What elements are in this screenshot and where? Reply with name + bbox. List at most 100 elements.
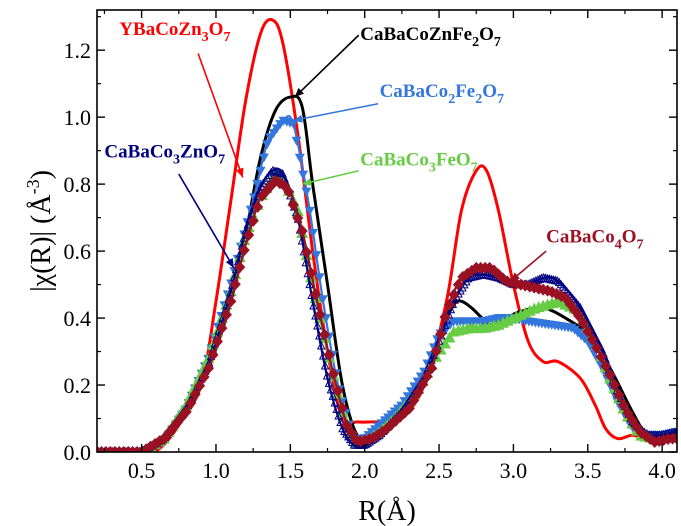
data-point bbox=[288, 119, 299, 129]
data-point bbox=[194, 379, 206, 392]
annotation-arrow-line bbox=[293, 102, 379, 122]
data-point bbox=[180, 405, 192, 418]
data-point bbox=[435, 328, 447, 341]
x-tick-label: 1.0 bbox=[202, 458, 230, 483]
y-tick-label: 0.6 bbox=[64, 239, 92, 264]
annotation-layer: YBaCoZn3O7 CaBaCoZnFe2O7 CaBaCo2Fe2O7 CaBaC… bbox=[104, 19, 644, 282]
data-point bbox=[262, 173, 272, 182]
annotation-arrow-line bbox=[302, 169, 359, 185]
data-point bbox=[298, 170, 309, 180]
data-point bbox=[260, 175, 270, 185]
data-point bbox=[317, 295, 328, 305]
annotation-arrow-line bbox=[178, 173, 235, 269]
data-point bbox=[185, 397, 197, 410]
x-tick-label: 3.0 bbox=[500, 458, 528, 483]
y-axis-title-exponent: -3 bbox=[23, 179, 43, 194]
data-point bbox=[220, 308, 232, 321]
data-point bbox=[292, 211, 304, 224]
data-point bbox=[257, 181, 266, 190]
data-point bbox=[316, 340, 326, 350]
data-point bbox=[225, 295, 237, 308]
x-tick-label: 3.5 bbox=[574, 458, 602, 483]
x-axis-title: R(Å) bbox=[358, 496, 416, 526]
y-tick-label: 0.8 bbox=[64, 172, 92, 197]
series-layer bbox=[97, 18, 677, 452]
series-label-CaBaCo4O7: CaBaCo4O7 bbox=[546, 227, 643, 253]
data-point bbox=[448, 288, 460, 301]
data-point bbox=[595, 350, 607, 363]
data-point bbox=[609, 379, 621, 392]
data-point bbox=[319, 328, 331, 341]
data-point bbox=[452, 278, 464, 291]
data-point bbox=[305, 267, 317, 280]
data-point bbox=[307, 229, 318, 239]
data-point bbox=[296, 225, 308, 237]
data-point bbox=[336, 417, 345, 427]
data-point bbox=[412, 386, 424, 399]
data-point bbox=[301, 187, 312, 197]
data-point bbox=[314, 273, 325, 283]
series-CaBaCo4O7 bbox=[97, 174, 677, 452]
data-point bbox=[327, 367, 339, 380]
data-point bbox=[310, 288, 322, 301]
data-point bbox=[258, 153, 269, 163]
data-point bbox=[613, 389, 625, 402]
data-point bbox=[294, 153, 305, 163]
data-point bbox=[198, 370, 210, 383]
data-point bbox=[243, 229, 255, 242]
annotation-arrow-head bbox=[510, 272, 520, 282]
data-point bbox=[591, 341, 603, 354]
y-axis-title-main: |χ(R)| (Å bbox=[26, 194, 57, 292]
tick-layer: 0.5 1.0 1.5 2.0 2.5 3.0 3.5 4.0 0.0 0.2 0.4 0.6 0.8 1… bbox=[64, 10, 677, 483]
data-point bbox=[274, 167, 284, 177]
data-point bbox=[332, 385, 344, 398]
data-point bbox=[586, 333, 598, 346]
data-point bbox=[443, 331, 456, 343]
data-point bbox=[600, 359, 612, 372]
data-point bbox=[671, 432, 677, 445]
data-point bbox=[672, 426, 677, 436]
data-point bbox=[421, 370, 433, 383]
y-tick-label: 0.0 bbox=[64, 440, 92, 465]
data-point bbox=[311, 251, 322, 261]
data-point bbox=[430, 345, 442, 358]
series-label-CaBaCoZnFe2O7: CaBaCoZnFe2O7 bbox=[360, 24, 501, 50]
data-point bbox=[604, 368, 616, 381]
plot-frame bbox=[96, 9, 678, 453]
y-tick-label: 0.2 bbox=[64, 373, 92, 398]
data-point bbox=[328, 391, 338, 400]
x-tick-label: 4.0 bbox=[648, 458, 676, 483]
data-point bbox=[305, 279, 314, 289]
data-point bbox=[408, 394, 420, 407]
y-tick-label: 1.2 bbox=[64, 38, 92, 63]
annotation-arrow-head bbox=[225, 258, 234, 268]
data-point bbox=[417, 378, 429, 391]
series-label-CaBaCo3ZnO7: CaBaCo3ZnO7 bbox=[104, 141, 225, 167]
data-point bbox=[314, 308, 326, 321]
data-point bbox=[617, 399, 629, 412]
data-point bbox=[403, 402, 415, 415]
data-point bbox=[345, 426, 357, 439]
data-point bbox=[222, 300, 231, 310]
data-point bbox=[247, 214, 259, 227]
data-point bbox=[439, 311, 451, 324]
series-label-CaBaCo2Fe2O7: CaBaCo2Fe2O7 bbox=[380, 81, 504, 107]
annotation-arrow-head bbox=[302, 178, 312, 186]
data-point bbox=[262, 140, 273, 150]
data-point bbox=[278, 168, 287, 178]
data-point bbox=[323, 348, 335, 361]
data-point bbox=[291, 136, 302, 146]
series-label-CaBaCo3FeO7: CaBaCo3FeO7 bbox=[360, 150, 477, 176]
data-point bbox=[426, 362, 438, 375]
data-point bbox=[203, 362, 215, 375]
data-point bbox=[243, 219, 253, 229]
series-label-YBaCoZn3O7: YBaCoZn3O7 bbox=[119, 19, 230, 45]
data-point bbox=[252, 200, 264, 213]
data-point bbox=[552, 275, 562, 285]
annotation-arrow-line bbox=[197, 53, 244, 178]
x-tick-label: 2.5 bbox=[425, 458, 453, 483]
data-point bbox=[577, 317, 589, 330]
data-point bbox=[439, 337, 451, 349]
data-point bbox=[309, 300, 318, 310]
x-tick-label: 2.0 bbox=[351, 458, 379, 483]
